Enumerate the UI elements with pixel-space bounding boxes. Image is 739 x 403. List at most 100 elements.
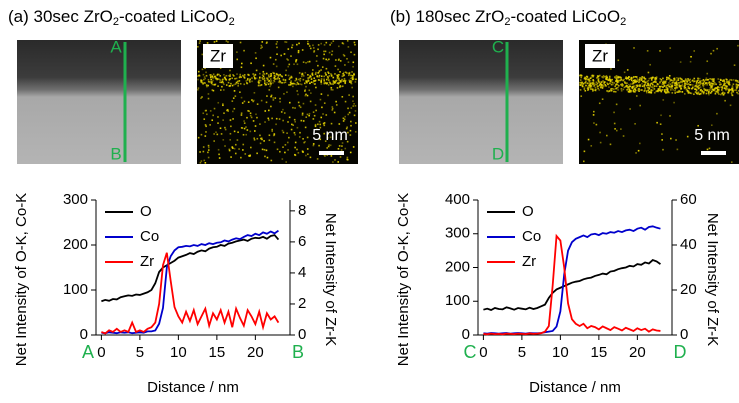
- zr-dot: [592, 79, 594, 81]
- zr-dot: [718, 81, 721, 83]
- zr-dot: [709, 78, 711, 80]
- zr-dot: [634, 123, 636, 125]
- zr-dot: [692, 84, 694, 86]
- zr-dot: [237, 131, 239, 134]
- zr-dot: [324, 72, 327, 74]
- zr-dot: [353, 114, 356, 117]
- zr-dot: [269, 56, 272, 59]
- zr-dot: [273, 72, 275, 75]
- zr-dot: [735, 83, 738, 86]
- zr-dot: [349, 129, 352, 132]
- zr-dot: [326, 137, 329, 139]
- zr-dot: [676, 148, 679, 151]
- zr-dot: [628, 91, 631, 93]
- zr-dot: [635, 86, 638, 89]
- zr-dot: [639, 89, 642, 91]
- zr-dot: [204, 67, 206, 70]
- zr-dot: [301, 150, 304, 153]
- zr-dot: [659, 80, 661, 83]
- zr-dot: [666, 76, 668, 79]
- zr-dot: [270, 73, 273, 75]
- zr-dot: [348, 81, 351, 83]
- zr-dot: [687, 85, 690, 88]
- zr-dot: [332, 40, 335, 42]
- zr-dot: [304, 94, 307, 97]
- zr-dot: [294, 107, 296, 109]
- zr-dot: [287, 48, 290, 50]
- zr-dot: [236, 139, 239, 141]
- zr-dot: [725, 86, 728, 89]
- zr-dot: [649, 84, 652, 86]
- zr-dot: [644, 78, 647, 80]
- zr-dot: [326, 59, 329, 62]
- zr-dot: [202, 150, 205, 153]
- zr-dot: [632, 90, 635, 92]
- data-line: [101, 229, 279, 335]
- zr-dot: [304, 90, 306, 92]
- zr-dot: [737, 84, 739, 87]
- zr-dot: [205, 74, 208, 77]
- zr-dot: [589, 83, 591, 85]
- zr-dot: [634, 76, 637, 78]
- zr-dot: [662, 88, 664, 91]
- zr-dot: [697, 91, 700, 93]
- zr-dot: [223, 76, 226, 79]
- zr-dot: [304, 71, 307, 74]
- zr-dot: [586, 78, 589, 81]
- zr-dot: [283, 93, 285, 95]
- zr-dot: [334, 65, 337, 67]
- zr-dot: [320, 81, 322, 83]
- zr-dot: [341, 95, 344, 98]
- zr-dot: [346, 158, 349, 161]
- zr-dot: [726, 87, 729, 90]
- zr-dot: [271, 117, 273, 120]
- zr-dot: [342, 42, 345, 45]
- zr-dot: [686, 89, 689, 92]
- zr-dot: [342, 80, 345, 83]
- zr-dot: [264, 155, 266, 158]
- zr-dot: [661, 139, 663, 141]
- zr-dot: [632, 83, 634, 85]
- zr-dot: [602, 84, 604, 87]
- zr-dot: [709, 89, 711, 91]
- zr-dot: [673, 101, 675, 104]
- zr-dot: [297, 83, 299, 85]
- zr-dot: [336, 87, 339, 89]
- zr-dot: [592, 75, 594, 78]
- zr-dot: [350, 120, 352, 123]
- zr-dot: [690, 55, 692, 58]
- zr-dot: [584, 82, 586, 84]
- zr-dot: [674, 84, 676, 87]
- zr-dot: [301, 112, 304, 115]
- zr-dot: [332, 80, 335, 82]
- y2-tick-label: 0: [680, 326, 688, 343]
- zr-dot: [651, 76, 654, 79]
- zr-dot: [591, 88, 594, 91]
- zr-dot: [354, 131, 357, 133]
- y2-tick-label: 8: [298, 202, 306, 219]
- zr-dot: [620, 76, 622, 79]
- zr-dot: [273, 76, 276, 79]
- zr-dot: [313, 83, 316, 85]
- zr-dot: [629, 108, 631, 110]
- zr-dot: [276, 46, 278, 49]
- zr-dot: [274, 75, 277, 78]
- zr-dot: [279, 150, 281, 153]
- zr-dot: [296, 81, 299, 84]
- zr-dot: [619, 79, 622, 82]
- zr-dot: [229, 73, 231, 76]
- zr-dot: [316, 158, 319, 160]
- zr-dot: [247, 73, 249, 76]
- zr-dot: [597, 87, 599, 90]
- zr-dot: [325, 73, 327, 76]
- zr-dot: [339, 81, 342, 83]
- zr-dot: [218, 73, 220, 76]
- zr-dot: [222, 89, 225, 91]
- zr-dot: [263, 73, 266, 75]
- zr-dot: [227, 81, 230, 84]
- zr-dot: [338, 123, 341, 125]
- zr-dot: [197, 136, 200, 139]
- zr-dot: [254, 52, 257, 54]
- zr-dot: [348, 74, 350, 77]
- zr-dot: [595, 88, 597, 91]
